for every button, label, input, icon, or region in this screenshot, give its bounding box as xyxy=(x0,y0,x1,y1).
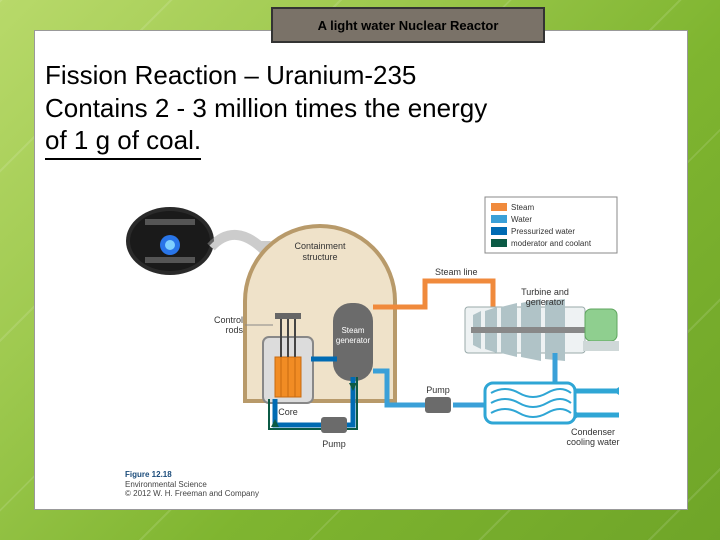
svg-text:Steam: Steam xyxy=(341,326,364,335)
svg-text:Steam line: Steam line xyxy=(435,267,478,277)
slide-background: A light water Nuclear Reactor Fission Re… xyxy=(0,0,720,540)
svg-text:Pump: Pump xyxy=(426,385,450,395)
reactor-diagram: Steam Water Pressurized water moderator … xyxy=(125,181,625,481)
condenser: Condenser cooling water xyxy=(485,383,620,447)
body-line-1: Fission Reaction – Uranium-235 xyxy=(45,60,416,90)
body-line-2: Contains 2 - 3 million times the energy xyxy=(45,93,487,123)
content-card: A light water Nuclear Reactor Fission Re… xyxy=(34,30,688,510)
steam-generator: Steam generator xyxy=(333,303,373,381)
pump-secondary: Pump xyxy=(425,385,451,413)
svg-text:Pressurized water: Pressurized water xyxy=(511,227,575,236)
pump-primary: Pump xyxy=(321,417,347,449)
reactor-svg: Steam Water Pressurized water moderator … xyxy=(125,181,625,481)
turbine-generator: Turbine and generator xyxy=(465,287,619,361)
svg-text:Containment: Containment xyxy=(294,241,346,251)
figure-subject: Environmental Science xyxy=(125,480,207,489)
inset-photo xyxy=(126,207,271,275)
svg-text:Condenser: Condenser xyxy=(571,427,615,437)
svg-text:Turbine and: Turbine and xyxy=(521,287,569,297)
svg-text:Steam: Steam xyxy=(511,203,534,212)
figure-caption: Figure 12.18 Environmental Science © 201… xyxy=(125,470,259,499)
body-text: Fission Reaction – Uranium-235 Contains … xyxy=(45,59,677,160)
svg-text:generator: generator xyxy=(336,336,371,345)
svg-text:moderator and coolant: moderator and coolant xyxy=(511,239,592,248)
svg-text:Pump: Pump xyxy=(322,439,346,449)
svg-text:rods: rods xyxy=(225,325,243,335)
body-line-3: of 1 g of coal. xyxy=(45,124,201,160)
legend: Steam Water Pressurized water moderator … xyxy=(485,197,617,253)
svg-text:cooling water: cooling water xyxy=(566,437,619,447)
svg-text:Water: Water xyxy=(511,215,532,224)
svg-text:generator: generator xyxy=(526,297,565,307)
svg-text:structure: structure xyxy=(302,252,337,262)
figure-number: Figure 12.18 xyxy=(125,470,172,479)
svg-text:Control: Control xyxy=(214,315,243,325)
figure-credit: © 2012 W. H. Freeman and Company xyxy=(125,489,259,498)
title-bar: A light water Nuclear Reactor xyxy=(271,7,545,43)
svg-text:Core: Core xyxy=(278,407,298,417)
title-bar-text: A light water Nuclear Reactor xyxy=(318,18,499,33)
